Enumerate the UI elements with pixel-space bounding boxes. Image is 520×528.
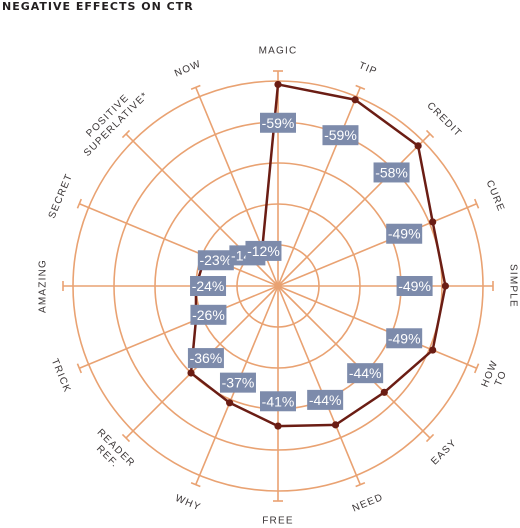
data-point (414, 142, 422, 150)
spoke (277, 202, 477, 287)
value-label: -26% (192, 307, 225, 323)
value-label: -49% (388, 226, 421, 242)
data-point (380, 388, 388, 396)
category-label: NEED (351, 492, 385, 515)
value-label-box (307, 389, 344, 410)
value-label: -49% (398, 278, 431, 294)
spoke (277, 285, 431, 439)
spoke-cap (76, 363, 83, 374)
spoke-cap (121, 129, 131, 139)
spoke (79, 285, 279, 370)
category-label: SIMPLE (507, 264, 518, 308)
category-label: WHY (173, 493, 202, 513)
value-label-box (245, 240, 282, 261)
spoke-cap (76, 198, 83, 209)
data-point (429, 346, 437, 354)
value-label: -41% (262, 393, 295, 409)
value-label-box (396, 276, 433, 296)
chart-title: NEGATIVE EFFECTS ON CTR (2, 0, 194, 13)
value-label-box (190, 304, 227, 325)
spoke (277, 285, 362, 485)
spoke-cap (355, 481, 366, 488)
data-point (441, 282, 450, 290)
spoke-cap (425, 433, 435, 443)
value-label-box (373, 162, 410, 183)
category-label: NOW (173, 59, 203, 80)
value-label-box (386, 223, 423, 244)
value-label: -44% (349, 365, 382, 381)
category-label: FREE (262, 516, 293, 527)
spoke-cap (473, 198, 480, 209)
category-label: EASY (429, 437, 459, 467)
value-label-box (197, 250, 234, 271)
category-label: CURE (484, 179, 507, 214)
data-point (331, 421, 340, 429)
value-label-box (187, 348, 224, 369)
value-label: -24% (192, 278, 225, 294)
category-label: SECRET (47, 172, 75, 220)
spoke-cap (473, 363, 480, 374)
value-label-box (347, 363, 384, 384)
spoke (277, 87, 362, 287)
value-label: -44% (309, 392, 342, 408)
data-point (351, 96, 359, 104)
data-point (274, 422, 282, 430)
value-label: -59% (324, 127, 357, 143)
data-point (226, 399, 234, 407)
value-label: -59% (262, 115, 295, 131)
value-label-box (260, 391, 296, 412)
value-label-box (386, 328, 423, 349)
data-point (274, 80, 282, 89)
value-label: -23% (199, 252, 232, 268)
spoke-cap (121, 433, 131, 443)
value-label: -36% (190, 350, 223, 366)
spoke (79, 202, 279, 287)
data-point (187, 369, 195, 377)
category-label: AMAZING (38, 259, 49, 313)
value-label-box (260, 112, 296, 133)
category-label: HOWTO (479, 359, 511, 394)
value-label: -37% (222, 375, 255, 391)
spoke-cap (425, 129, 435, 139)
spoke-cap (190, 481, 201, 488)
value-label: -58% (375, 164, 408, 180)
category-label: TRICK (49, 357, 73, 394)
spoke (277, 133, 431, 287)
category-label: TIP (357, 60, 379, 77)
value-label: -49% (388, 330, 421, 346)
value-label: -12% (247, 243, 280, 259)
data-point (429, 218, 437, 226)
spoke-cap (355, 84, 366, 91)
value-label-box (219, 372, 256, 393)
spoke-cap (190, 84, 201, 91)
spoke (277, 285, 477, 370)
value-label-box (190, 276, 227, 296)
category-label: MAGIC (259, 46, 298, 57)
value-label-box (322, 125, 359, 146)
